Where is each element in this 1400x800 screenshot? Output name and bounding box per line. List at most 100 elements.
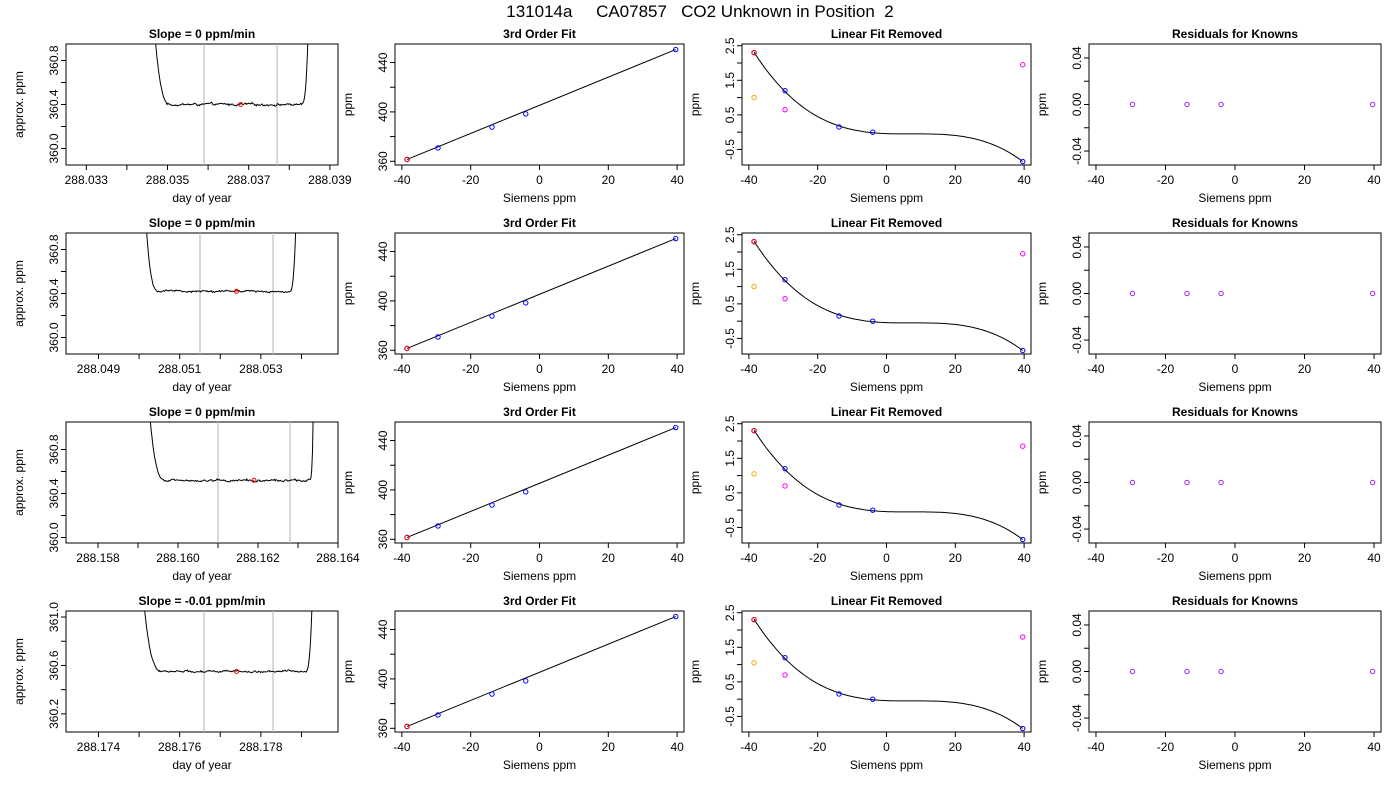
y-tick-label: 0.04 xyxy=(1070,424,1084,448)
y-tick-label: 360.0 xyxy=(47,322,61,352)
x-tick-label: 0 xyxy=(883,740,890,754)
plot-frame xyxy=(741,232,1032,355)
data-point xyxy=(1369,479,1376,486)
x-axis-label: Siemens ppm xyxy=(503,380,576,394)
magenta-point xyxy=(782,295,788,302)
x-tick-label: -40 xyxy=(1087,362,1105,376)
x-tick-label: -20 xyxy=(462,740,480,754)
data-trace xyxy=(155,44,309,107)
data-point xyxy=(1020,725,1026,732)
y-tick-label: 0.04 xyxy=(1070,235,1084,259)
panel-title: Slope = -0.01 ppm/min xyxy=(138,594,265,608)
data-point xyxy=(523,678,529,684)
data-point xyxy=(870,696,876,702)
y-tick-label: -0.5 xyxy=(723,328,737,349)
data-point xyxy=(489,691,495,697)
y-tick-label: 361.0 xyxy=(47,602,61,632)
y-tick-label: -0.04 xyxy=(1070,137,1084,165)
data-point xyxy=(782,87,788,94)
fit-line xyxy=(406,616,676,727)
y-tick-label: 0.04 xyxy=(1070,46,1084,70)
panel-title: Slope = 0 ppm/min xyxy=(149,216,255,230)
y-tick-label: 360 xyxy=(376,718,390,738)
x-tick-label: 20 xyxy=(1298,362,1312,376)
x-axis-label: Siemens ppm xyxy=(503,758,576,772)
data-point xyxy=(1218,290,1224,297)
panel-title: Residuals for Knowns xyxy=(1172,594,1298,608)
y-axis-label: ppm xyxy=(341,93,355,116)
x-tick-label: 0 xyxy=(1232,740,1239,754)
x-axis-label: Siemens ppm xyxy=(850,758,923,772)
plot-frame xyxy=(741,610,1032,733)
orange-point xyxy=(751,94,757,101)
y-axis-label: ppm xyxy=(688,93,702,116)
x-tick-label: -20 xyxy=(1157,740,1175,754)
panel-title: Linear Fit Removed xyxy=(831,216,942,230)
x-axis-label: Siemens ppm xyxy=(850,569,923,583)
y-tick-label: 0.5 xyxy=(723,106,737,123)
magenta-point xyxy=(1020,62,1026,68)
data-point xyxy=(1218,479,1224,486)
data-point xyxy=(870,507,876,513)
panel-r2-c1: Slope = 0 ppm/min 288.049 288.051 288.053 36… xyxy=(12,216,339,394)
y-axis-label: ppm xyxy=(341,282,355,305)
magenta-point xyxy=(1020,443,1026,449)
x-tick-label: -40 xyxy=(740,173,758,187)
panel-title: Linear Fit Removed xyxy=(831,594,942,608)
orange-point xyxy=(751,283,757,290)
fit-curve xyxy=(753,430,1023,540)
panel-r2-c2: 3rd Order Fit -40 -20 0 20 40 360 400 440 Siemens… xyxy=(341,216,685,394)
y-tick-label: 400 xyxy=(376,669,390,689)
x-tick-label: 20 xyxy=(949,740,963,754)
data-point xyxy=(782,465,788,472)
x-axis-label: Siemens ppm xyxy=(850,191,923,205)
y-tick-label: 0.00 xyxy=(1070,470,1084,494)
x-tick-label: -40 xyxy=(740,551,758,565)
y-tick-label: 0.00 xyxy=(1070,92,1084,116)
x-tick-label: -20 xyxy=(1157,173,1175,187)
y-tick-label: 360.0 xyxy=(47,522,61,552)
y-tick-label: 1.5 xyxy=(723,261,737,278)
y-axis-label: approx. ppm xyxy=(12,449,26,516)
x-axis-label: Siemens ppm xyxy=(1198,191,1271,205)
plot-area xyxy=(1129,290,1376,297)
y-tick-label: 2.5 xyxy=(723,415,737,432)
x-axis-label: Siemens ppm xyxy=(1198,758,1271,772)
mean-marker xyxy=(234,288,240,294)
y-tick-label: 360.2 xyxy=(47,699,61,729)
y-tick-label: 360.8 xyxy=(47,434,61,464)
plot-frame xyxy=(65,421,339,544)
x-tick-label: 0 xyxy=(536,173,543,187)
plot-frame xyxy=(1088,421,1382,544)
data-point xyxy=(1218,668,1224,675)
data-point xyxy=(1184,479,1190,486)
panel-title: Residuals for Knowns xyxy=(1172,216,1298,230)
plot-area xyxy=(1129,101,1376,108)
panel-r3-c1: Slope = 0 ppm/min 288.158 288.160 288.162 28… xyxy=(12,405,360,583)
x-tick-label: 288.051 xyxy=(158,362,202,376)
magenta-point xyxy=(782,672,788,678)
y-tick-label: 2.5 xyxy=(723,37,737,54)
panel-title: Linear Fit Removed xyxy=(831,27,942,41)
y-tick-label: 1.5 xyxy=(723,450,737,467)
y-tick-label: 1.5 xyxy=(723,639,737,656)
x-tick-label: -20 xyxy=(1157,362,1175,376)
x-tick-label: 20 xyxy=(949,362,963,376)
data-point xyxy=(435,523,441,529)
panel-r3-c4: Residuals for Knowns -40 -20 0 20 40 -0.04 0.00… xyxy=(1035,405,1382,583)
magenta-point xyxy=(1020,634,1026,640)
y-tick-label: 400 xyxy=(376,291,390,311)
x-tick-label: 288.178 xyxy=(239,740,283,754)
y-tick-label: 0.5 xyxy=(723,295,737,312)
orange-point xyxy=(751,471,757,477)
data-point xyxy=(489,502,495,508)
panel-title: Linear Fit Removed xyxy=(831,405,942,419)
data-point xyxy=(870,318,876,324)
data-point xyxy=(435,334,441,340)
plot-frame xyxy=(65,610,339,733)
y-tick-label: 400 xyxy=(376,480,390,500)
panel-title: Slope = 0 ppm/min xyxy=(149,405,255,419)
x-tick-label: 20 xyxy=(949,551,963,565)
panel-r4-c3: Linear Fit Removed -40 -20 0 20 40 -0.5 0.5 1.5 2… xyxy=(688,594,1032,772)
x-tick-label: 288.039 xyxy=(308,173,352,187)
